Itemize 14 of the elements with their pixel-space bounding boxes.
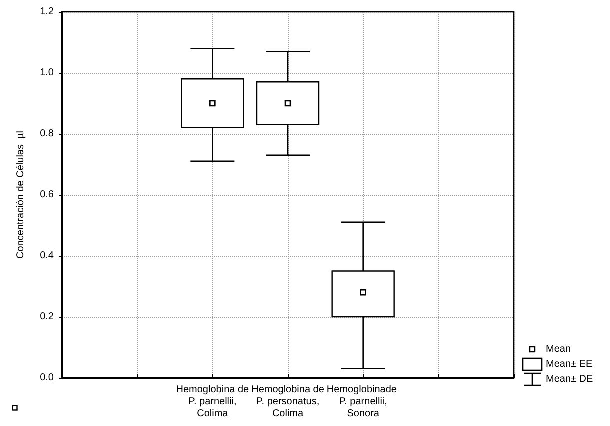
y-tick-label: 0.6 — [40, 190, 54, 200]
x-tick-label: Hemoglobina de P. personatus, Colima — [252, 384, 325, 420]
text: Mean± DE — [546, 374, 594, 385]
y-tick-label: 0.8 — [40, 128, 54, 140]
x-tick-label: Hemoglobina de P. parnellii, Colima — [176, 384, 250, 420]
text: Mean± EE — [546, 359, 593, 370]
text: Mean — [546, 344, 572, 355]
y-tick-label: 0.4 — [40, 250, 54, 262]
x-tick-label: Hemoglobinade P. parnellii, Sonora — [326, 384, 400, 420]
y-tick-label: 1.2 — [40, 6, 54, 18]
y-axis-title: Concentración de Células µl — [16, 130, 26, 260]
y-tick-label: 1.0 — [40, 68, 54, 78]
y-tick-label: 0.0 — [40, 372, 54, 384]
y-tick-label: 0.2 — [40, 312, 54, 322]
